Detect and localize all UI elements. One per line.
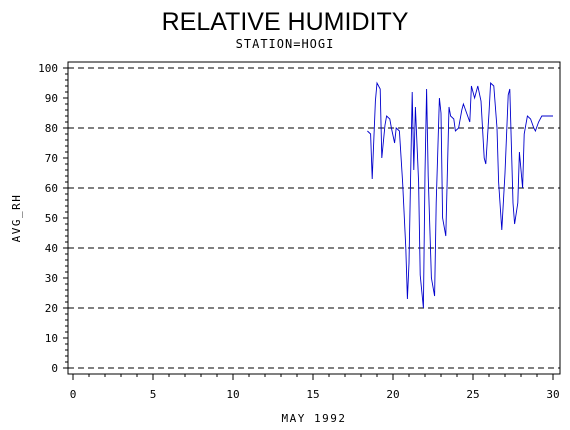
x-tick-label: 5	[150, 388, 157, 401]
y-tick-label: 30	[45, 272, 58, 285]
x-tick-label: 0	[70, 388, 77, 401]
y-tick-label: 100	[38, 62, 58, 75]
x-tick-label: 30	[546, 388, 559, 401]
y-axis: 0 10 20 30 40 50 60 70 80 90 100	[38, 62, 68, 375]
x-tick-label: 15	[306, 388, 319, 401]
x-tick-label: 20	[386, 388, 399, 401]
y-tick-label: 80	[45, 122, 58, 135]
chart-subtitle: STATION=HOGI	[236, 37, 335, 51]
chart-title: RELATIVE HUMIDITY	[162, 8, 409, 36]
x-tick-label: 25	[466, 388, 479, 401]
x-axis-label: MAY 1992	[282, 412, 347, 425]
y-tick-label: 0	[51, 362, 58, 375]
y-tick-label: 90	[45, 92, 58, 105]
gridlines	[68, 67, 560, 369]
y-axis-label: AVG_RH	[10, 194, 23, 243]
x-tick-label: 10	[226, 388, 239, 401]
y-tick-label: 70	[45, 152, 58, 165]
x-axis: 0 5 10 15 20 25 30	[70, 374, 560, 401]
series-line-avg-rh	[367, 81, 553, 309]
y-tick-label: 20	[45, 302, 58, 315]
y-tick-label: 60	[45, 182, 58, 195]
y-tick-label: 50	[45, 212, 58, 225]
y-tick-label: 40	[45, 242, 58, 255]
plot-frame	[67, 61, 561, 375]
y-tick-label: 10	[45, 332, 58, 345]
